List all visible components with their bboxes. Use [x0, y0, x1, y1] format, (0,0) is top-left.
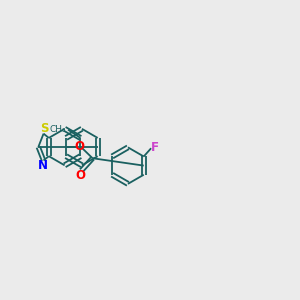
Text: CH₃: CH₃: [50, 125, 67, 134]
Text: O: O: [76, 169, 86, 182]
Text: O: O: [75, 140, 85, 153]
Text: S: S: [40, 122, 48, 135]
Text: F: F: [151, 141, 159, 154]
Text: N: N: [38, 159, 48, 172]
